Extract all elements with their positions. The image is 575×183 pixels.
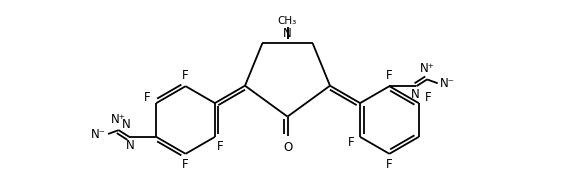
- Text: N⁺: N⁺: [111, 113, 126, 126]
- Text: F: F: [182, 158, 189, 171]
- Text: N: N: [411, 88, 420, 101]
- Text: F: F: [424, 91, 431, 104]
- Text: N⁺: N⁺: [420, 62, 435, 75]
- Text: F: F: [386, 69, 393, 82]
- Text: N⁻: N⁻: [91, 128, 106, 141]
- Text: F: F: [182, 69, 189, 82]
- Text: F: F: [144, 91, 151, 104]
- Text: N⁻: N⁻: [440, 77, 455, 90]
- Text: F: F: [217, 140, 224, 153]
- Text: N: N: [283, 27, 292, 40]
- Text: N: N: [126, 139, 135, 152]
- Text: F: F: [386, 158, 393, 171]
- Text: CH₃: CH₃: [278, 16, 297, 26]
- Text: N: N: [121, 118, 130, 131]
- Text: O: O: [283, 141, 292, 154]
- Text: F: F: [348, 136, 354, 149]
